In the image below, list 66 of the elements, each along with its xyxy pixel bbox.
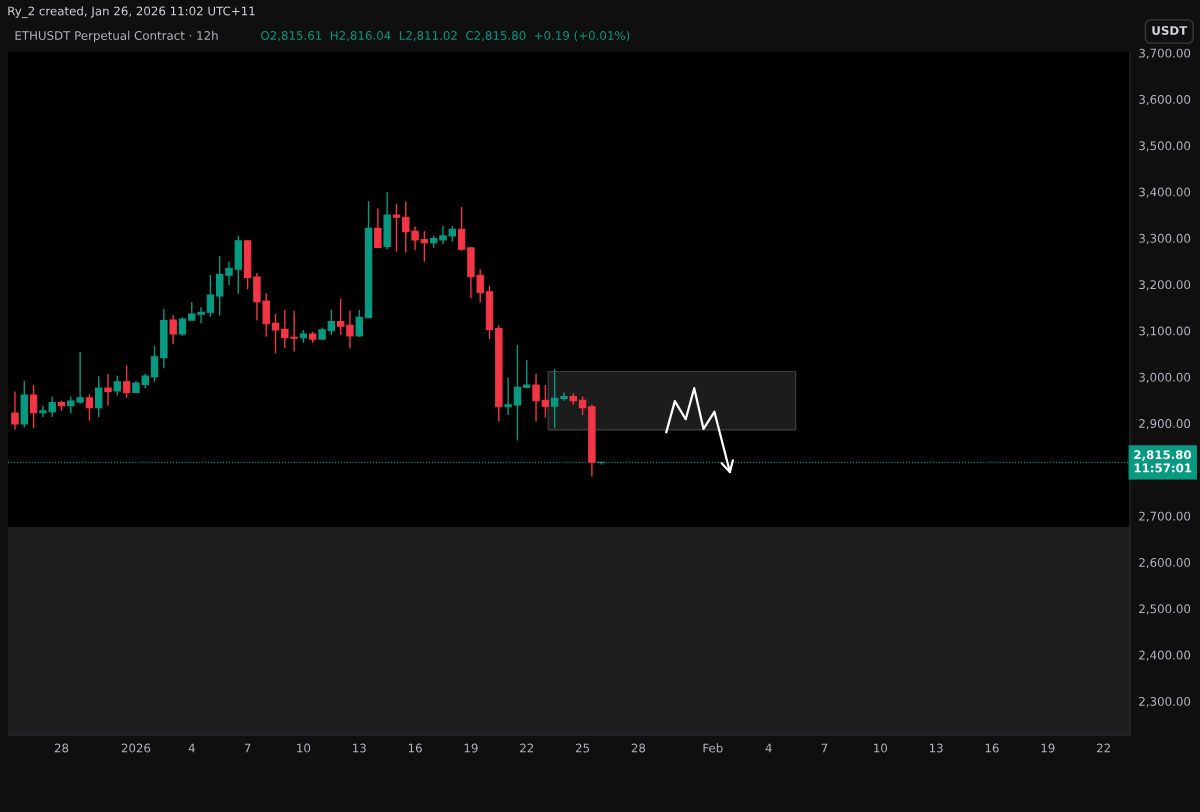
- candlestick: [327, 309, 336, 336]
- candlestick: [550, 368, 559, 430]
- y-tick-label: 2,700.00: [1139, 511, 1191, 522]
- candlestick: [420, 230, 429, 263]
- chart-title: ETHUSDT Perpetual Contract · 12h: [15, 30, 218, 43]
- ref-line-label: 2,815.80 11:57:01: [1134, 450, 1192, 473]
- y-tick-label: 3,400.00: [1139, 187, 1191, 198]
- x-tick-label: 22: [520, 743, 534, 753]
- candlestick: [523, 359, 531, 389]
- y-tick-label: 3,200.00: [1139, 280, 1191, 291]
- x-tick-label: 25: [575, 743, 590, 753]
- x-tick-label: 4: [188, 743, 195, 753]
- candlestick: [104, 373, 112, 407]
- candlestick: [113, 374, 122, 397]
- y-tick-label: 3,100.00: [1139, 326, 1191, 337]
- x-tick-label: 7: [821, 743, 828, 753]
- y-tick-label: 3,500.00: [1139, 141, 1191, 152]
- y-tick-label: 3,700.00: [1139, 48, 1191, 59]
- candlestick: [346, 310, 354, 350]
- x-tick-label: 2026: [121, 743, 151, 753]
- x-tick-label: 28: [54, 743, 69, 753]
- candlestick: [215, 255, 224, 317]
- candlestick: [85, 393, 94, 422]
- chart-subtitle: O2,815.61 H2,816.04 L2,811.02 C2,815.80 +0.19 (+0.01%): [261, 30, 630, 42]
- text: Ry_2 created, Jan 26, 2026 11:02 UTC+11: [8, 6, 255, 19]
- y-tick-label: 3,600.00: [1139, 94, 1191, 106]
- x-tick-label: 28: [631, 743, 646, 753]
- y-axis-title: USDT: [1152, 26, 1188, 35]
- y-tick-label: 2,900.00: [1139, 419, 1191, 430]
- x-tick-label: 19: [464, 743, 478, 753]
- x-tick-label: Feb: [703, 743, 723, 753]
- x-tick-label: 19: [1041, 743, 1055, 753]
- candlestick: [374, 207, 382, 250]
- candlestick: [122, 364, 131, 399]
- y-tick-label: 2,400.00: [1139, 650, 1191, 661]
- y-tick-label: 3,000.00: [1139, 372, 1191, 383]
- candlestick: [355, 309, 363, 338]
- candlestick: [560, 391, 568, 402]
- candlestick: [11, 390, 19, 431]
- x-tick-label: 10: [297, 743, 311, 753]
- x-tick-label: 7: [244, 743, 251, 753]
- candlestick: [541, 384, 550, 419]
- x-tick-label: 13: [929, 743, 943, 753]
- candlestick: [392, 203, 401, 253]
- candlestick: [457, 206, 466, 252]
- candlestick: [95, 375, 103, 418]
- y-tick-label: 2,300.00: [1139, 696, 1191, 708]
- x-tick-label: 22: [1096, 743, 1110, 753]
- candlestick: [532, 373, 540, 423]
- candlestick: [169, 314, 177, 345]
- candlestick: [336, 298, 345, 336]
- candlestick: [578, 395, 587, 416]
- y-tick-label: 3,300.00: [1139, 233, 1191, 244]
- x-tick-label: 4: [765, 743, 772, 753]
- y-tick-label: 2,600.00: [1139, 558, 1191, 569]
- x-tick-label: 16: [985, 743, 999, 753]
- x-tick-label: 10: [874, 743, 888, 753]
- x-tick-label: 16: [408, 743, 422, 753]
- candlestick: [504, 376, 512, 416]
- candlestick: [29, 384, 38, 429]
- candlestick: [150, 345, 159, 383]
- candlestick: [513, 344, 522, 442]
- candlestick: [206, 274, 215, 318]
- candlestick: [178, 316, 187, 337]
- y-tick-label: 2,500.00: [1139, 604, 1191, 615]
- x-tick-label: 13: [353, 743, 366, 753]
